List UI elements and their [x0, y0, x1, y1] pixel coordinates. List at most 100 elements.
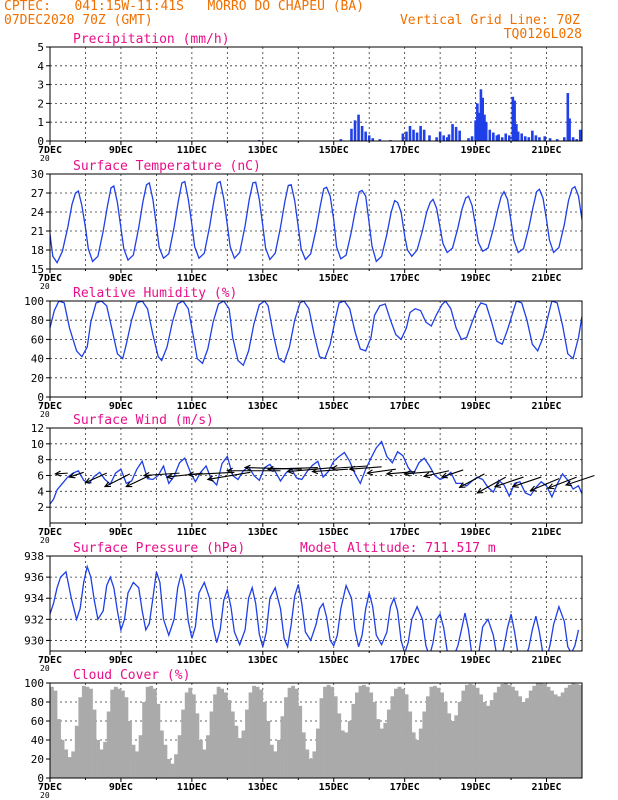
cloud-bar — [248, 692, 253, 778]
cloud-bar — [234, 725, 239, 778]
wind-arrowhead — [286, 468, 294, 475]
cloud-bar — [128, 721, 132, 778]
cloud-bar — [493, 692, 498, 778]
precip-bar — [467, 138, 470, 141]
wind-vector — [404, 470, 434, 475]
cloud-bar — [415, 740, 420, 778]
precip-bar — [504, 133, 508, 141]
cloud-bar — [397, 686, 402, 778]
x-tick-label: 9DEC — [109, 401, 133, 412]
cloud-bar — [464, 684, 469, 778]
x-tick-label: 19DEC — [461, 655, 491, 666]
x-tick-label: 21DEC — [531, 782, 561, 793]
wind-vector — [512, 476, 542, 488]
cloud-bar — [287, 687, 292, 778]
precip-bar — [451, 124, 454, 141]
cloud-bar — [518, 696, 523, 778]
cloud-bar — [298, 705, 303, 778]
x-tick-label: 19DEC — [461, 401, 491, 412]
wind-arrowhead — [564, 480, 573, 487]
x-tick-label: 13DEC — [248, 145, 278, 156]
cloud-bar — [120, 690, 125, 778]
cloud-bar — [443, 702, 448, 778]
x-tick-label: 15DEC — [319, 655, 349, 666]
cloud-bar — [507, 684, 512, 778]
wind-arrowhead — [103, 481, 111, 488]
wind-vector — [85, 472, 107, 484]
cloud-bar — [78, 697, 83, 778]
precip-bar — [571, 137, 575, 141]
panel-frame — [49, 682, 583, 779]
precip-bar — [412, 129, 415, 141]
x-tick-label: 17DEC — [390, 273, 420, 284]
wind-arrowhead — [476, 487, 484, 494]
precip-bar — [353, 120, 357, 141]
y-tick-label: 0 — [37, 391, 44, 404]
cloud-bar — [390, 696, 395, 778]
precip-bar — [367, 135, 371, 141]
x-tick-label: 13DEC — [248, 273, 278, 284]
cloud-bar — [496, 686, 501, 778]
x-tick-label: 9DEC — [109, 145, 133, 156]
cloud-bar — [74, 725, 79, 778]
cloud-bar — [163, 744, 168, 778]
cloud-bar — [266, 721, 271, 778]
y-tick-label: 30 — [31, 168, 44, 181]
cloud-bar — [220, 688, 225, 778]
panel-frame — [49, 300, 583, 398]
wind-arrowhead — [529, 485, 537, 492]
cloud-bar — [103, 741, 108, 778]
x-under-label: 20 — [40, 536, 50, 545]
cloud-bar — [521, 702, 526, 778]
wind-vector — [548, 476, 577, 489]
y-tick-label: 60 — [31, 715, 44, 728]
cloud-bar — [195, 713, 200, 778]
cloud-bar — [85, 686, 90, 778]
precip-bar — [511, 96, 515, 141]
cloud-bar — [89, 688, 93, 778]
precip-bar — [435, 137, 438, 141]
cloud-bar — [305, 749, 310, 778]
wind-arrowhead — [54, 470, 62, 477]
cloud-bar — [308, 759, 313, 778]
cloud-bar — [511, 686, 515, 778]
cloud-bar — [418, 728, 423, 778]
y-tick-label: 3 — [37, 79, 44, 92]
x-under-label: 20 — [40, 282, 50, 291]
cloud-bar — [53, 690, 58, 778]
series-line — [50, 440, 582, 505]
cloud-bar — [159, 730, 164, 778]
precip-bar — [538, 137, 541, 141]
x-under-label: 20 — [40, 791, 50, 800]
wind-vector — [459, 473, 485, 488]
x-tick-label: 7DEC — [38, 782, 62, 793]
series-line — [50, 180, 582, 265]
cloud-bar — [546, 686, 551, 778]
cloud-bar — [67, 757, 72, 778]
wind-arrowhead — [84, 477, 92, 484]
cloud-bar — [223, 692, 228, 778]
cloud-bar — [486, 705, 491, 778]
precip-bar — [415, 132, 419, 141]
y-tick-label: 8 — [37, 454, 44, 467]
cloud-bar — [106, 711, 111, 778]
x-tick-label: 13DEC — [248, 782, 278, 793]
x-tick-label: 21DEC — [531, 401, 561, 412]
precip-bar — [513, 100, 516, 141]
cloud-bar — [213, 694, 217, 778]
precip-bar — [476, 103, 479, 141]
cloud-bar — [206, 735, 210, 778]
cloud-bar — [411, 732, 416, 778]
x-tick-label: 7DEC — [38, 273, 62, 284]
cloud-bar — [209, 711, 214, 778]
precip-bar — [495, 135, 499, 141]
wind-vector — [104, 473, 131, 488]
cloud-bar — [280, 716, 285, 778]
cloud-bar — [333, 696, 338, 778]
cloud-bar — [181, 709, 186, 778]
cloud-bar — [110, 689, 115, 778]
precip-bar — [378, 139, 382, 141]
x-tick-label: 15DEC — [319, 782, 349, 793]
x-tick-label: 15DEC — [319, 145, 349, 156]
wind-arrowhead — [125, 481, 133, 488]
